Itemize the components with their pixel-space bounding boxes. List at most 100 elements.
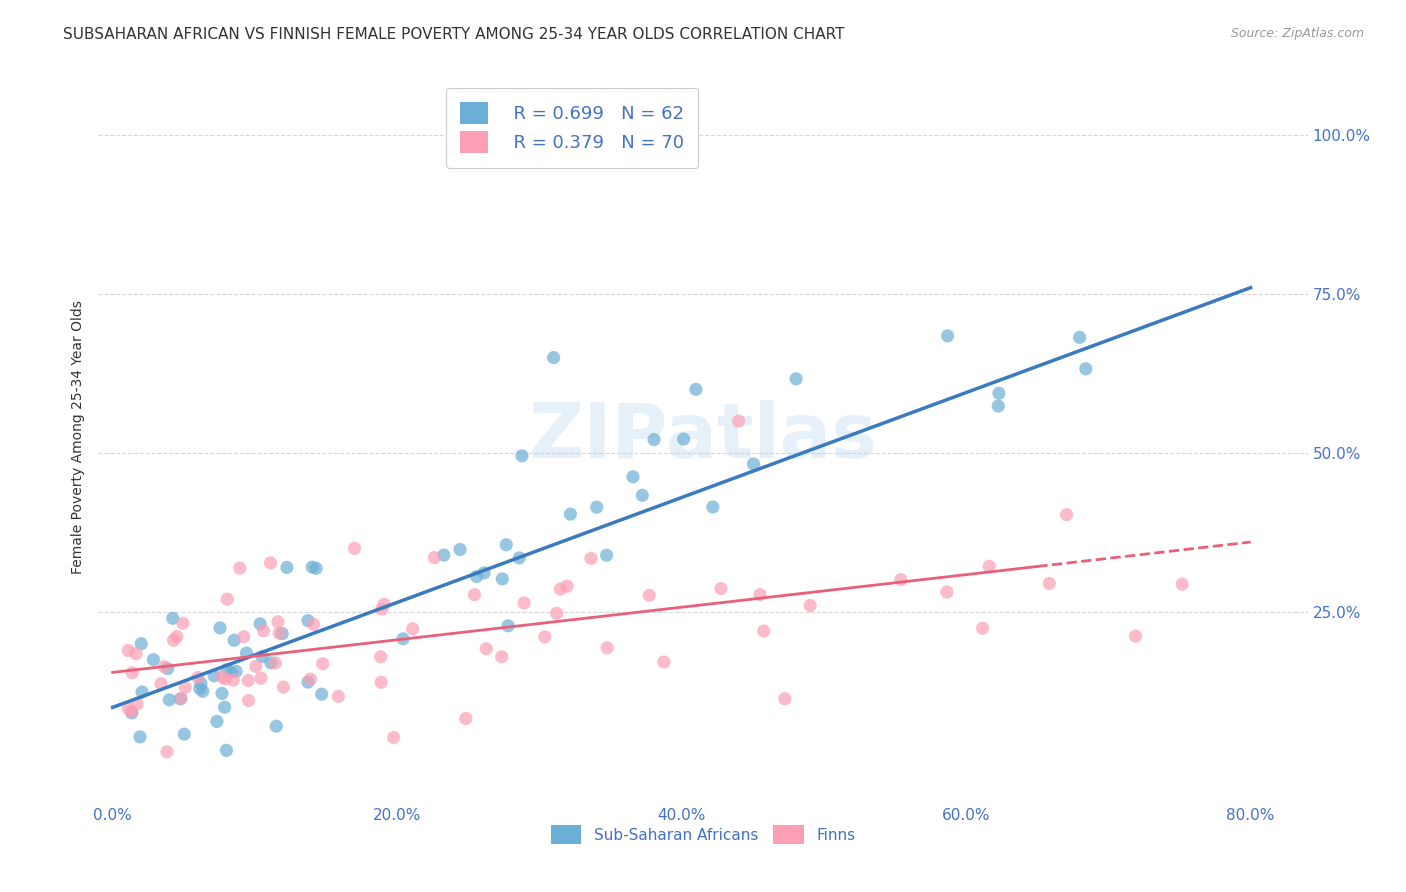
Point: [710, 582, 733, 596]
Point: [621, 469, 644, 483]
Point: [219, 665, 242, 680]
Point: [392, 632, 415, 646]
Point: [496, 619, 519, 633]
Point: [249, 616, 271, 631]
Point: [149, 676, 172, 690]
Point: [225, 665, 247, 679]
Point: [1069, 330, 1091, 344]
Point: [491, 572, 513, 586]
Point: [1074, 361, 1097, 376]
Point: [229, 561, 252, 575]
Point: [370, 675, 392, 690]
Point: [250, 671, 273, 685]
Point: [302, 617, 325, 632]
Point: [463, 588, 485, 602]
Point: [370, 602, 392, 616]
Point: [987, 386, 1010, 401]
Point: [491, 649, 513, 664]
Point: [129, 637, 152, 651]
Point: [685, 383, 707, 397]
Point: [142, 653, 165, 667]
Point: [465, 569, 488, 583]
Point: [423, 550, 446, 565]
Point: [174, 681, 197, 695]
Point: [546, 607, 568, 621]
Point: [643, 433, 665, 447]
Point: [631, 488, 654, 502]
Point: [799, 599, 821, 613]
Point: [276, 560, 298, 574]
Point: [250, 649, 273, 664]
Point: [173, 727, 195, 741]
Point: [672, 432, 695, 446]
Point: [235, 646, 257, 660]
Point: [166, 630, 188, 644]
Point: [125, 697, 148, 711]
Point: [299, 672, 322, 686]
Point: [543, 351, 565, 365]
Point: [245, 659, 267, 673]
Point: [156, 745, 179, 759]
Point: [217, 592, 239, 607]
Point: [215, 663, 238, 677]
Point: [555, 579, 578, 593]
Point: [454, 712, 477, 726]
Point: [311, 687, 333, 701]
Point: [267, 615, 290, 629]
Point: [312, 657, 335, 671]
Point: [773, 691, 796, 706]
Point: [238, 693, 260, 707]
Point: [121, 706, 143, 720]
Point: [121, 665, 143, 680]
Point: [214, 700, 236, 714]
Point: [211, 686, 233, 700]
Point: [301, 560, 323, 574]
Point: [1171, 577, 1194, 591]
Point: [162, 633, 184, 648]
Point: [273, 680, 295, 694]
Point: [202, 669, 225, 683]
Point: [979, 559, 1001, 574]
Point: [638, 588, 661, 602]
Point: [121, 705, 143, 719]
Point: [596, 640, 619, 655]
Point: [495, 538, 517, 552]
Point: [267, 626, 290, 640]
Point: [370, 649, 392, 664]
Point: [987, 399, 1010, 413]
Point: [117, 643, 139, 657]
Point: [129, 730, 152, 744]
Point: [343, 541, 366, 556]
Point: [157, 693, 180, 707]
Point: [1056, 508, 1078, 522]
Point: [252, 624, 274, 638]
Point: [224, 633, 246, 648]
Y-axis label: Female Poverty Among 25-34 Year Olds: Female Poverty Among 25-34 Year Olds: [70, 300, 84, 574]
Point: [1125, 629, 1147, 643]
Point: [1038, 576, 1060, 591]
Point: [475, 641, 498, 656]
Point: [260, 656, 283, 670]
Point: [215, 743, 238, 757]
Point: [890, 573, 912, 587]
Point: [222, 673, 245, 687]
Point: [238, 673, 260, 688]
Point: [211, 670, 233, 684]
Point: [190, 676, 212, 690]
Text: Source: ZipAtlas.com: Source: ZipAtlas.com: [1230, 27, 1364, 40]
Point: [585, 500, 607, 515]
Point: [550, 582, 572, 596]
Point: [162, 611, 184, 625]
Point: [972, 621, 994, 635]
Point: [785, 372, 807, 386]
Point: [117, 701, 139, 715]
Point: [433, 548, 456, 562]
Point: [208, 621, 231, 635]
Point: [449, 542, 471, 557]
Point: [131, 685, 153, 699]
Text: SUBSAHARAN AFRICAN VS FINNISH FEMALE POVERTY AMONG 25-34 YEAR OLDS CORRELATION C: SUBSAHARAN AFRICAN VS FINNISH FEMALE POV…: [63, 27, 845, 42]
Point: [652, 655, 675, 669]
Point: [297, 614, 319, 628]
Point: [579, 551, 602, 566]
Point: [297, 675, 319, 690]
